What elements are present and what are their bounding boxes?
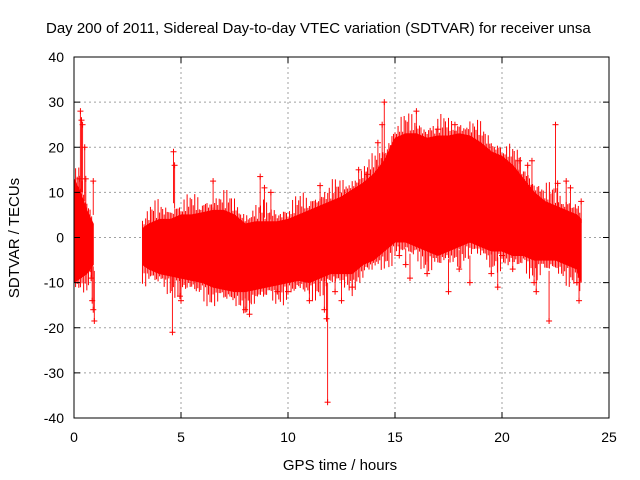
data-point [176, 260, 183, 300]
data-point [267, 189, 274, 220]
data-point [563, 178, 570, 215]
y-tick-label: -20 [44, 320, 64, 336]
data-point [338, 262, 345, 304]
data-point [533, 259, 540, 295]
data-point [210, 178, 217, 215]
y-axis-label: SDTVAR / TECUs [6, 178, 23, 298]
data-point [81, 144, 88, 202]
data-point [554, 180, 561, 216]
data-point [257, 173, 264, 214]
y-tick-label: -10 [44, 275, 64, 291]
x-tick-label: 0 [70, 429, 78, 445]
data-point [552, 121, 559, 193]
data-point [170, 148, 177, 204]
data-point [402, 248, 409, 268]
data-point [332, 259, 339, 295]
data-point [79, 121, 86, 193]
data-point [169, 275, 176, 336]
data-point [578, 198, 585, 224]
data-point [466, 255, 473, 286]
data-point [242, 266, 249, 313]
data-point [374, 139, 381, 200]
data-point [528, 157, 535, 207]
y-tick-label: 20 [48, 139, 64, 155]
data-point [274, 259, 281, 295]
data-point [381, 99, 388, 193]
x-tick-label: 10 [280, 429, 296, 445]
y-tick-label: -30 [44, 365, 64, 381]
data-point [364, 171, 371, 213]
y-tick-label: -40 [44, 410, 64, 426]
data-point [355, 166, 362, 211]
data-point [488, 251, 495, 277]
data-point [413, 108, 420, 193]
data-point [451, 121, 458, 193]
data-point [246, 268, 253, 318]
x-tick-label: 5 [177, 429, 185, 445]
data-point [567, 184, 574, 218]
y-tick-label: 10 [48, 184, 64, 200]
data-point [178, 262, 184, 304]
data-point [387, 153, 394, 206]
data-point [477, 148, 484, 204]
x-tick-label: 25 [601, 429, 617, 445]
data-point [396, 244, 403, 259]
y-tick-label: 40 [48, 49, 64, 65]
data-point [323, 269, 330, 322]
data-point [82, 175, 89, 215]
x-tick-label: 15 [387, 429, 403, 445]
data-point [456, 250, 463, 273]
data-point [406, 253, 413, 282]
data-point [91, 270, 98, 324]
data-point [90, 178, 97, 215]
data-point [524, 162, 531, 209]
data-point [349, 257, 356, 291]
data-series [73, 99, 585, 406]
x-tick-label: 20 [494, 429, 510, 445]
data-point [509, 250, 516, 273]
data-point [445, 259, 452, 295]
axes: 0 5 10 15 20 25 -40 -30 -20 -10 0 10 20 30 40 [44, 49, 617, 445]
data-point [499, 244, 505, 259]
data-point [261, 184, 268, 218]
data-point [516, 157, 523, 207]
data-point [78, 117, 85, 193]
chart-title: Day 200 of 2011, Sidereal Day-to-day VTE… [46, 20, 591, 37]
data-point [285, 259, 291, 295]
data-point [434, 126, 441, 195]
data-point [317, 182, 324, 217]
data-point [569, 248, 576, 268]
data-point [171, 162, 178, 209]
data-band-marks [73, 113, 581, 314]
data-point [576, 262, 583, 304]
data-point [324, 282, 331, 406]
x-axis-label: GPS time / hours [283, 457, 397, 474]
data-point [546, 270, 553, 324]
y-tick-label: 30 [48, 94, 64, 110]
data-point [306, 262, 313, 304]
data-point [76, 175, 83, 215]
data-point [424, 251, 431, 277]
y-tick-label: 0 [56, 230, 64, 246]
data-point [494, 257, 501, 291]
data-point [90, 266, 97, 313]
